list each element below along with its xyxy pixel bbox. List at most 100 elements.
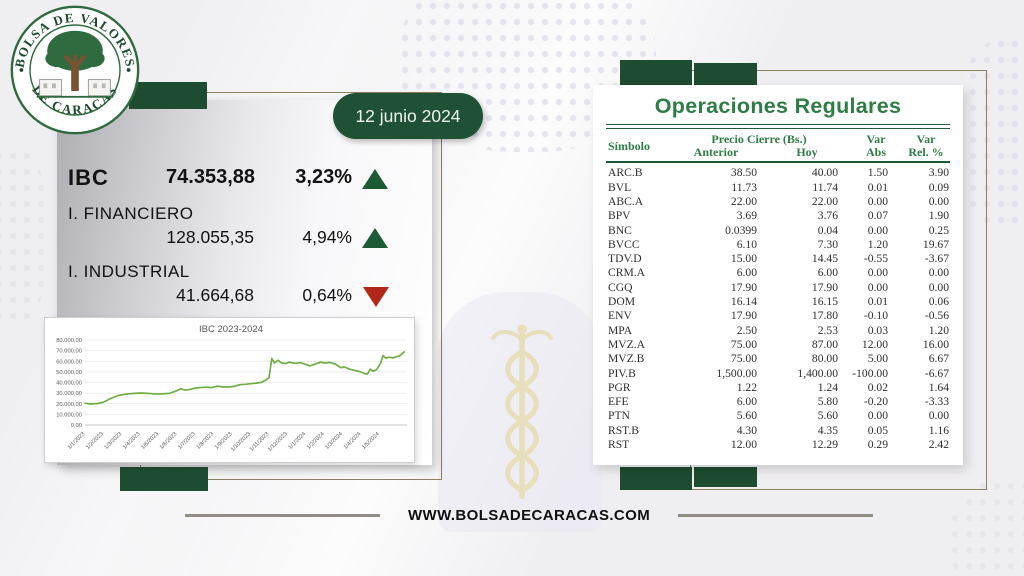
table-cell: -0.10 [863,309,888,323]
table-cell: MVZ.B [608,352,645,366]
ibc-value: 74.353,88 [166,166,255,188]
table-row: PTN 5.60 5.60 0.00 0.00 [606,409,950,423]
table-cell: 75.00 [730,352,757,366]
svg-text:20.000,00: 20.000,00 [56,402,82,408]
table-cell: 0.03 [867,323,888,337]
table-cell: 0.29 [867,438,888,452]
svg-text:1/5/2024: 1/5/2024 [361,431,381,451]
table-cell: 1.22 [736,380,757,394]
table-cell: BVL [608,180,632,194]
table-cell: 0.00 [867,223,888,237]
header-price-close-label: Precio Cierre (Bs.) [711,132,807,147]
table-cell: 0.00 [928,266,949,280]
table-cell: 0.00 [928,409,949,423]
table-cell: 0.00 [867,409,888,423]
table-cell: 0.25 [928,223,949,237]
financiero-value: 128.055,35 [166,227,254,247]
table-cell: -6.67 [924,366,949,380]
table-cell: 2.42 [928,438,949,452]
industrial-label: I. INDUSTRIAL [68,262,190,281]
svg-text:70.000,00: 70.000,00 [56,349,82,355]
table-row: DOM 16.14 16.15 0.01 0.06 [606,295,950,309]
table-cell: EFE [608,395,629,409]
table-cell: -3.67 [924,252,949,266]
ibc-label: IBC [68,165,109,190]
header-divider [606,161,950,164]
table-cell: -0.55 [863,252,888,266]
table-cell: 1.16 [928,423,949,437]
table-cell: 1.24 [817,380,838,394]
ibc-up-arrow-icon [362,169,388,189]
financiero-up-arrow-icon [362,228,388,248]
table-cell: 6.00 [817,266,838,280]
table-cell: 22.00 [811,194,838,208]
table-cell: 0.06 [928,295,949,309]
table-cell: DOM [608,295,636,309]
table-row: RST 12.00 12.29 0.29 2.42 [606,438,950,452]
left-top-accent-bar [129,82,207,109]
header-var-abs: Var Abs [865,132,886,160]
table-cell: 1,400.00 [797,366,838,380]
table-row: RST.B 4.30 4.35 0.05 1.16 [606,424,950,438]
table-cell: 1.50 [867,166,888,180]
table-cell: 16.14 [730,295,757,309]
footer-url: WWW.BOLSADECARACAS.COM [408,507,651,524]
table-row: ENV 17.90 17.80 -0.10 -0.56 [606,309,950,323]
table-cell: 5.80 [817,395,838,409]
table-cell: BNC [608,223,632,237]
table-cell: 17.90 [730,280,757,294]
bolsa-de-caracas-logo: BOLSA DE VALORES DE CARACAS [10,5,140,135]
table-cell: 7.30 [817,237,838,251]
header-symbol: Símbolo [608,138,651,153]
table-cell: 12.29 [811,438,838,452]
table-cell: -0.20 [863,395,888,409]
svg-text:60.000,00: 60.000,00 [56,359,82,365]
table-cell: 17.80 [811,309,838,323]
table-cell: 5.00 [867,352,888,366]
table-cell: ABC.A [608,194,644,208]
table-cell: -100.00 [852,366,888,380]
table-cell: 16.15 [811,295,838,309]
table-cell: 6.00 [736,266,757,280]
table-cell: 0.05 [867,423,888,437]
svg-text:0,00: 0,00 [71,423,82,429]
table-cell: 2.50 [736,323,757,337]
table-cell: 22.00 [730,194,757,208]
footer-right-line [678,514,874,517]
table-row: CRM.A 6.00 6.00 0.00 0.00 [606,266,950,280]
table-cell: 17.90 [730,309,757,323]
table-row: BVL 11.73 11.74 0.01 0.09 [606,181,950,195]
table-cell: -0.56 [924,309,949,323]
table-cell: 75.00 [730,337,757,351]
table-cell: RST [608,438,630,452]
svg-text:1/6/2023: 1/6/2023 [159,431,179,451]
table-row: TDV.D 15.00 14.45 -0.55 -3.67 [606,252,950,266]
table-cell: 3.90 [928,166,949,180]
table-cell: 0.0399 [725,223,757,237]
header-price-close-group: Precio Cierre (Bs.) Anterior Hoy [668,133,850,159]
table-cell: 14.45 [811,252,838,266]
table-cell: RST.B [608,423,640,437]
title-divider [606,124,950,130]
logo-tree-trunk [63,54,87,92]
right-top-accent-bar-1 [620,60,692,86]
table-cell: 12.00 [861,337,888,351]
svg-text:40.000,00: 40.000,00 [56,381,82,387]
right-bottom-accent-bar-1 [620,467,692,490]
table-cell: 6.67 [928,352,949,366]
right-bottom-accent-bar-2 [694,467,757,487]
table-cell: 16.00 [922,337,949,351]
table-cell: 40.00 [811,166,838,180]
table-cell: BPV [608,209,631,223]
operations-table-title: Operaciones Regulares [654,94,902,118]
operations-table-card: Operaciones Regulares Símbolo Precio Cie… [593,85,963,465]
table-cell: -3.33 [924,395,949,409]
table-row: PIV.B 1,500.00 1,400.00 -100.00 -6.67 [606,367,950,381]
header-today: Hoy [796,145,818,160]
table-cell: 0.00 [867,280,888,294]
table-row: CGQ 17.90 17.90 0.00 0.00 [606,281,950,295]
dot-pattern-left [0,148,50,324]
table-cell: 0.00 [928,194,949,208]
date-badge: 12 junio 2024 [333,93,483,139]
